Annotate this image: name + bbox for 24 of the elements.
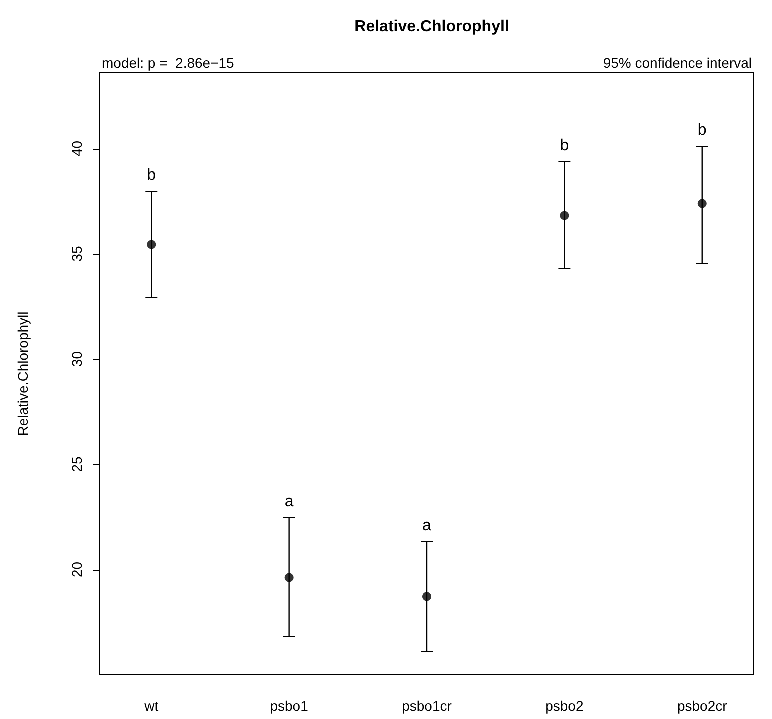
annotation: b [560,137,570,154]
annotation: a [284,493,294,510]
y-tick-label: 25 [69,456,85,472]
text: 95% confidence interval [603,55,752,71]
y-tick-label: 40 [69,140,85,157]
point [284,573,294,582]
x-tick-label: psbo1 [270,698,309,714]
text: model: p = 2.86e−15 [102,55,235,71]
annotation: b [147,167,156,184]
x-tick-label: psbo2cr [677,698,728,714]
point [147,240,156,250]
y-tick-label: 20 [69,562,85,578]
point [422,592,432,602]
point [698,199,707,208]
y-tick-label: 30 [69,351,85,368]
point [560,211,570,220]
x-tick-label: psbo2 [546,698,584,714]
y-tick-label: 35 [69,246,85,262]
y-axis-title: Relative.Chlorophyll [15,312,31,436]
chart-title: Relative.Chlorophyll [354,18,510,36]
x-tick-label: psbo1cr [402,698,452,714]
annotation: b [698,122,707,140]
x-tick-label: wt [144,698,159,714]
annotation: a [422,517,432,534]
